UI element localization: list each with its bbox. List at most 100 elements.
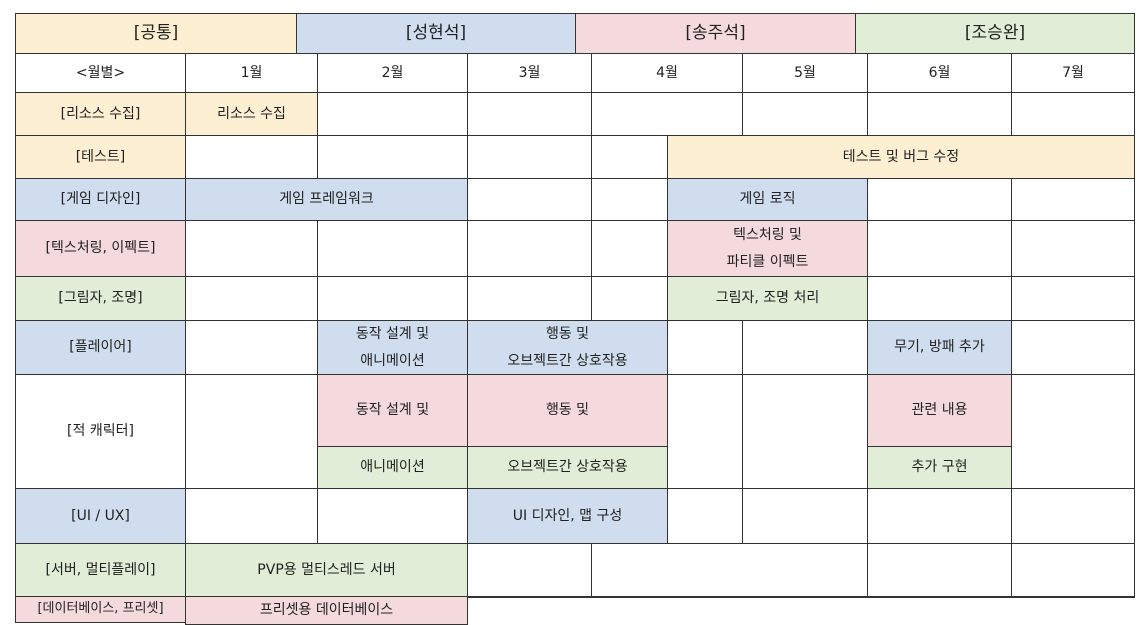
empty-cell <box>1011 320 1135 375</box>
empty-cell <box>867 488 1012 544</box>
month-header-1: 1월 <box>185 53 318 93</box>
cell-text: 행동 및 <box>545 402 590 419</box>
task-cell: 프리셋용 데이터베이스 <box>185 596 468 625</box>
empty-cell <box>317 276 468 321</box>
month-row-label: <월별> <box>15 53 186 93</box>
category-label-9: [서버, 멀티플레이] <box>15 543 186 597</box>
task-cell: PVP용 멀티스레드 서버 <box>185 543 468 597</box>
empty-cell <box>185 488 318 544</box>
category-label-7: [적 캐릭터] <box>15 374 186 489</box>
schedule-table: [공통] [성현석] [송주석] [조승완] <월별> 1월 2월 3월 4월 5월 6월 7월 [리소… <box>15 13 1135 625</box>
cell-text: 오브젝트간 상호작용 <box>507 352 628 369</box>
empty-cell <box>467 276 592 321</box>
month-header-7: 7월 <box>1011 53 1135 93</box>
task-cell: 무기, 방패 추가 <box>867 320 1012 375</box>
month-header-2: 2월 <box>317 53 468 93</box>
cell-text: 파티클 이펙트 <box>726 253 809 270</box>
cell-text: 테스트 및 버그 수정 <box>842 148 960 165</box>
category-label-4: [텍스처링, 이펙트] <box>15 220 186 277</box>
empty-cell <box>185 276 318 321</box>
month-header-5: 5월 <box>742 53 868 93</box>
cell-text: 게임 로직 <box>739 191 796 208</box>
empty-cell <box>317 488 468 544</box>
task-cell: 관련 내용 <box>867 374 1012 447</box>
empty-cell <box>591 220 668 277</box>
empty-cell <box>867 596 1012 598</box>
task-cell: 게임 로직 <box>667 178 868 221</box>
category-label-3: [게임 디자인] <box>15 178 186 221</box>
category-label-10: [데이터베이스, 프리셋] <box>15 596 186 623</box>
empty-cell <box>742 374 868 489</box>
month-header-6: 6월 <box>867 53 1012 93</box>
empty-cell <box>185 320 318 375</box>
month-header-4: 4월 <box>591 53 743 93</box>
cell-text: 그림자, 조명 처리 <box>715 290 820 307</box>
empty-cell <box>591 178 668 221</box>
empty-cell <box>1011 220 1135 277</box>
cell-text: 관련 내용 <box>911 402 968 419</box>
task-cell: 그림자, 조명 처리 <box>667 276 868 321</box>
category-label-2: [테스트] <box>15 135 186 179</box>
empty-cell <box>1011 374 1135 489</box>
empty-cell <box>742 92 868 136</box>
month-header-3: 3월 <box>467 53 592 93</box>
empty-cell <box>867 220 1012 277</box>
empty-cell <box>1011 488 1135 544</box>
empty-cell <box>185 374 318 489</box>
cell-text: 추가 구현 <box>911 459 968 476</box>
empty-cell <box>317 220 468 277</box>
cell-text: 동작 설계 및 <box>355 325 430 342</box>
empty-cell <box>185 135 318 179</box>
empty-cell <box>1011 543 1135 597</box>
empty-cell <box>591 135 668 179</box>
empty-cell <box>742 320 868 375</box>
empty-cell <box>667 320 743 375</box>
cell-text: 무기, 방패 추가 <box>894 339 985 356</box>
empty-cell <box>467 92 592 136</box>
empty-cell <box>467 543 592 597</box>
category-label-5: [그림자, 조명] <box>15 276 186 321</box>
cell-text: 게임 프레임워크 <box>279 191 374 208</box>
task-cell: 애니메이션 <box>317 446 468 489</box>
task-cell: 오브젝트간 상호작용 <box>467 446 668 489</box>
empty-cell <box>1011 276 1135 321</box>
task-cell: UI 디자인, 맵 구성 <box>467 488 668 544</box>
empty-cell <box>185 220 318 277</box>
task-cell: 행동 및 <box>467 374 668 447</box>
empty-cell <box>467 220 592 277</box>
empty-cell <box>317 135 468 179</box>
team-header-3: [송주석] <box>575 13 856 54</box>
empty-cell <box>1011 596 1135 598</box>
empty-cell <box>867 543 1012 597</box>
empty-cell <box>467 135 592 179</box>
empty-cell <box>742 488 868 544</box>
cell-text: 오브젝트간 상호작용 <box>507 459 628 476</box>
cell-text: 애니메이션 <box>360 352 425 369</box>
empty-cell <box>591 543 868 597</box>
task-cell: 게임 프레임워크 <box>185 178 468 221</box>
category-label-8: [UI / UX] <box>15 488 186 544</box>
team-header-2: [성현석] <box>296 13 576 54</box>
cell-text: 동작 설계 및 <box>355 402 430 419</box>
empty-cell <box>1011 92 1135 136</box>
empty-cell <box>867 178 1012 221</box>
task-cell: 동작 설계 및 <box>317 374 468 447</box>
team-header-4: [조승완] <box>855 13 1135 54</box>
empty-cell <box>317 92 468 136</box>
empty-cell <box>867 276 1012 321</box>
cell-text: 리소스 수집 <box>217 105 286 122</box>
cell-text: 행동 및 <box>545 325 590 342</box>
task-cell: 리소스 수집 <box>185 92 318 136</box>
empty-cell <box>591 92 743 136</box>
empty-cell <box>667 488 743 544</box>
empty-cell <box>867 92 1012 136</box>
category-label-1: [리소스 수집] <box>15 92 186 136</box>
cell-text: 애니메이션 <box>360 459 425 476</box>
cell-text: 텍스처링 및 <box>733 226 802 243</box>
empty-cell <box>467 596 592 598</box>
empty-cell <box>1011 178 1135 221</box>
empty-cell <box>667 374 743 489</box>
